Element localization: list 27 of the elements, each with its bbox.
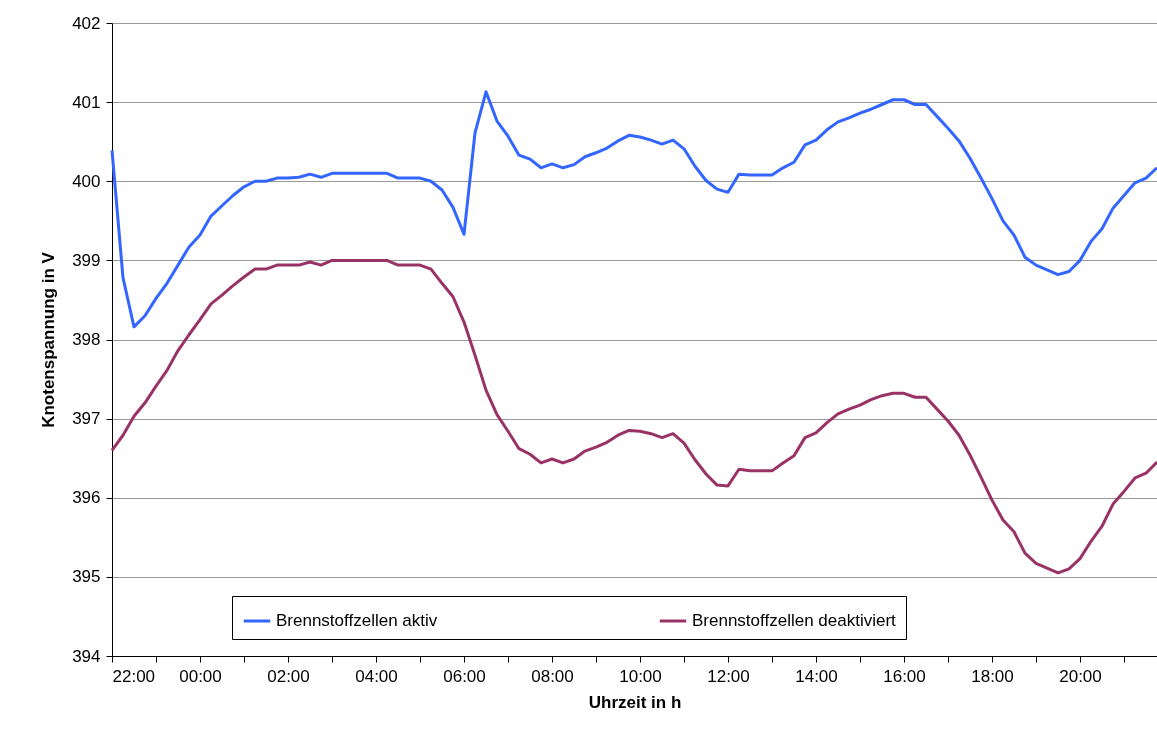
x-tick-label: 18:00 <box>971 666 1014 686</box>
x-axis-title: Uhrzeit in h <box>588 692 682 712</box>
y-tick-label: 400 <box>72 171 101 191</box>
x-tick-label: 22:00 <box>112 666 156 686</box>
y-tick-label: 398 <box>72 330 101 349</box>
legend-label: Brennstoffzellen deaktiviert <box>692 611 897 630</box>
x-tick-label: 02:00 <box>267 666 310 686</box>
line-series <box>110 90 1157 329</box>
y-tick-label: 394 <box>72 646 101 666</box>
x-tick-label: 08:00 <box>531 666 574 686</box>
legend-label: Brennstoffzellen aktiv <box>276 611 438 630</box>
x-tick-label: 06:00 <box>443 666 486 686</box>
y-axis-title: Knotenspannung in V <box>39 251 59 428</box>
y-tick-label: 397 <box>72 409 101 429</box>
x-tick-label: 00:00 <box>179 666 222 686</box>
x-tick-label: 16:00 <box>883 666 926 686</box>
line-series <box>110 258 1157 575</box>
x-tick-label: 20:00 <box>1059 666 1102 686</box>
x-tick-label: 04:00 <box>355 666 398 686</box>
y-tick-label: 399 <box>72 250 101 270</box>
y-tick-label: 402 <box>72 13 101 33</box>
x-tick-label: 12:00 <box>707 666 750 686</box>
y-tick-label: 395 <box>72 567 101 587</box>
x-tick-label: 14:00 <box>795 666 838 686</box>
x-tick-label: 10:00 <box>619 666 662 686</box>
y-tick-label: 396 <box>72 488 101 508</box>
y-tick-label: 401 <box>72 92 101 112</box>
